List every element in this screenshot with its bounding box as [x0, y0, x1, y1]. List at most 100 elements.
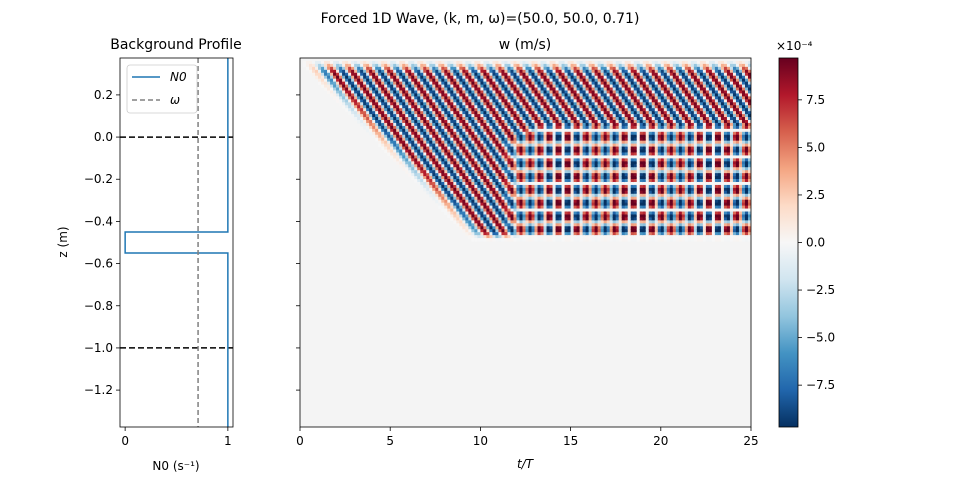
heatmap-cell [465, 105, 469, 109]
heatmap-cell [603, 167, 608, 171]
heatmap-cell [459, 131, 463, 136]
heatmap-cell [525, 102, 530, 106]
heatmap-cell [540, 193, 545, 198]
heatmap-cell [552, 137, 557, 142]
heatmap-cell [489, 152, 494, 157]
heatmap-cell [627, 102, 632, 106]
heatmap-cell [435, 87, 439, 92]
heatmap-cell [519, 102, 524, 106]
heatmap-cell [414, 90, 418, 95]
heatmap-cell [486, 134, 491, 139]
heatmap-cell [564, 205, 569, 210]
heatmap-cell [480, 190, 485, 195]
heatmap-cell [459, 78, 463, 83]
heatmap-cell [489, 158, 494, 162]
heatmap-cell [576, 223, 581, 227]
heatmap-cell [585, 81, 590, 86]
heatmap-cell [549, 211, 554, 216]
heatmap-cell [621, 117, 626, 121]
heatmap-cell [543, 137, 548, 142]
heatmap-cell [489, 69, 494, 74]
heatmap-cell [579, 164, 584, 168]
heatmap-cell [561, 108, 566, 112]
heatmap-cell [531, 196, 536, 201]
heatmap-cell [489, 96, 494, 100]
heatmap-cell [465, 229, 469, 233]
heatmap-cell [582, 226, 587, 230]
heatmap-cell [516, 176, 521, 180]
heatmap-cell [345, 60, 349, 65]
heatmap-cell [597, 78, 602, 83]
heatmap-cell [417, 164, 421, 168]
heatmap-cell [591, 60, 596, 65]
heatmap-cell [501, 232, 506, 236]
heatmap-cell [588, 214, 593, 219]
heatmap-cell [426, 146, 430, 151]
heatmap-cell [531, 211, 536, 216]
heatmap-cell [336, 99, 340, 103]
heatmap-cell [387, 125, 391, 130]
heatmap-cell [477, 214, 481, 219]
heatmap-cell [387, 131, 391, 136]
heatmap-cell [561, 143, 566, 148]
heatmap-cell [528, 81, 533, 86]
heatmap-cell [501, 117, 506, 121]
heatmap-cell [597, 184, 602, 189]
heatmap-cell [510, 187, 515, 192]
heatmap-cell [573, 214, 578, 219]
heatmap-cell [510, 81, 515, 86]
heatmap-cell [603, 214, 608, 219]
heatmap-cell [465, 72, 469, 77]
heatmap-cell [420, 122, 424, 127]
heatmap-cell [570, 196, 575, 201]
heatmap-cell [588, 208, 593, 213]
heatmap-cell [558, 238, 563, 242]
heatmap-cell [573, 93, 578, 97]
heatmap-cell [582, 111, 587, 115]
heatmap-cell [519, 176, 524, 180]
heatmap-cell [531, 170, 536, 174]
heatmap-cell [615, 111, 620, 115]
heatmap-cell [618, 125, 623, 130]
heatmap-cell [435, 128, 439, 133]
heatmap-cell [564, 128, 569, 133]
heatmap-cell [576, 105, 581, 109]
heatmap-cell [567, 114, 572, 118]
heatmap-cell [471, 229, 475, 233]
heatmap-cell [534, 84, 539, 89]
heatmap-cell [627, 75, 632, 80]
heatmap-cell [432, 196, 436, 201]
heatmap-cell [396, 96, 400, 100]
heatmap-cell [492, 181, 497, 186]
heatmap-cell [558, 122, 563, 127]
heatmap-cell [534, 66, 539, 71]
heatmap-cell [609, 102, 614, 106]
heatmap-cell [351, 96, 355, 100]
heatmap-cell [549, 232, 554, 236]
heatmap-cell [522, 125, 527, 130]
heatmap-cell [567, 179, 572, 183]
heatmap-cell [507, 223, 512, 227]
heatmap-cell [495, 72, 500, 77]
heatmap-cell [489, 164, 494, 168]
heatmap-cell [525, 66, 530, 71]
heatmap-cell [537, 131, 542, 136]
heatmap-cell [414, 122, 418, 127]
heatmap-cell [612, 190, 617, 195]
heatmap-cell [585, 202, 590, 207]
heatmap-cell [588, 63, 593, 68]
heatmap-cell [609, 235, 614, 239]
heatmap-cell [564, 155, 569, 159]
heatmap-cell [483, 184, 488, 189]
heatmap-cell [540, 96, 545, 100]
heatmap-cell [591, 63, 596, 68]
heatmap-cell [357, 96, 361, 100]
heatmap-cell [384, 87, 388, 92]
heatmap-cell [525, 72, 530, 77]
heatmap-cell [588, 102, 593, 106]
heatmap-cell [468, 173, 472, 177]
heatmap-cell [495, 202, 500, 207]
heatmap-cell [390, 146, 394, 151]
heatmap-cell [609, 66, 614, 71]
heatmap-cell [351, 84, 355, 89]
